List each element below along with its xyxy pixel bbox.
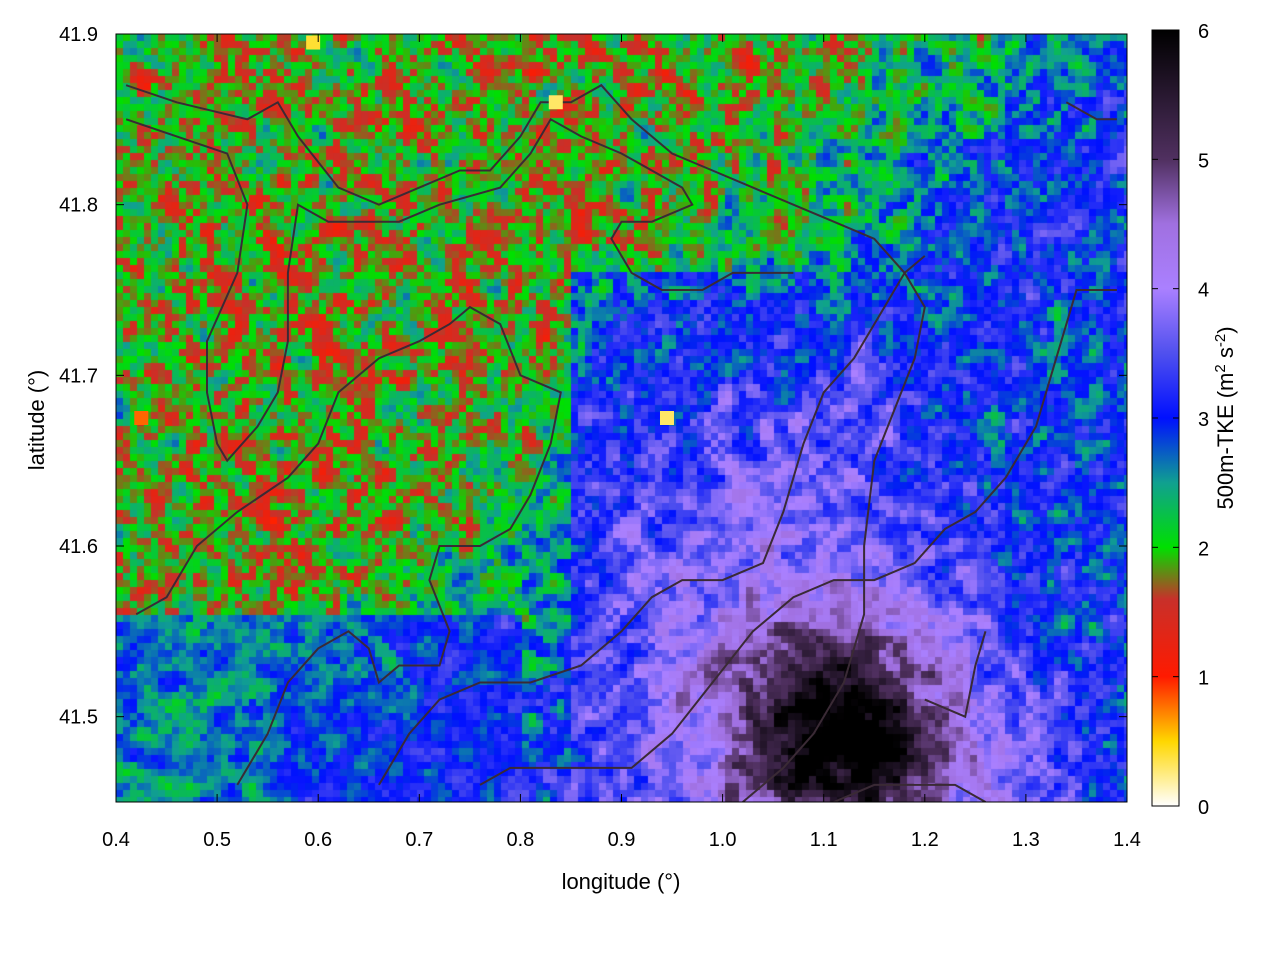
- x-tick-label: 0.9: [608, 829, 636, 851]
- contour-line-7: [924, 631, 987, 719]
- colorbar-tick-label: 1: [1198, 668, 1209, 690]
- x-tick-label: 0.4: [102, 829, 130, 851]
- hotspot-4: [134, 411, 149, 425]
- colorbar-tick-label: 2: [1198, 538, 1209, 560]
- x-axis-ticks: 0.4 0.5 0.6 0.7 0.8 0.9 1.0 1.1 1.2 1.3 1.4: [102, 34, 1141, 851]
- colorbar-tick-label: 5: [1198, 150, 1209, 172]
- contour-line-1: [125, 83, 926, 802]
- x-tick-label: 1.1: [810, 829, 838, 851]
- colorbar-label: 500m-TKE (m2 s-2): [1212, 326, 1238, 509]
- x-tick-label: 1.3: [1012, 829, 1040, 851]
- y-axis-ticks: 41.5 41.6 41.7 41.8 41.9: [59, 24, 1127, 729]
- contour-line-4: [378, 255, 926, 786]
- y-tick-label: 41.7: [59, 365, 98, 387]
- contour-line-3: [135, 305, 562, 786]
- colorbar-tick-label: 3: [1198, 409, 1209, 431]
- y-tick-label: 41.8: [59, 195, 98, 217]
- y-tick-label: 41.5: [59, 707, 98, 729]
- x-tick-label: 1.0: [709, 829, 737, 851]
- heatmap-field: [116, 34, 1127, 802]
- contour-line-5: [479, 289, 1117, 786]
- hotspot-3: [659, 411, 674, 425]
- colorbar-tick-label: 4: [1198, 280, 1209, 302]
- colorbar-ticks: 0 1 2 3 4 5 6: [1152, 21, 1209, 819]
- x-tick-label: 0.8: [506, 829, 534, 851]
- x-tick-label: 0.5: [203, 829, 231, 851]
- hotspot-1: [306, 35, 321, 50]
- contour-line-6: [833, 783, 986, 802]
- y-axis-label: latitude (°): [24, 370, 49, 471]
- colorbar-tick-label: 6: [1198, 21, 1209, 43]
- x-tick-label: 1.4: [1113, 829, 1141, 851]
- colorbar-tick-label: 0: [1198, 797, 1209, 819]
- heatmap-image: [116, 34, 1127, 802]
- y-tick-label: 41.6: [59, 536, 98, 558]
- x-tick-label: 0.6: [304, 829, 332, 851]
- contour-lines: [125, 83, 1117, 802]
- x-axis-label: longitude (°): [562, 869, 681, 894]
- y-tick-label: 41.9: [59, 24, 98, 46]
- x-tick-label: 0.7: [405, 829, 433, 851]
- x-tick-label: 1.2: [911, 829, 939, 851]
- contour-line-2: [125, 117, 794, 463]
- hotspots: [134, 35, 674, 425]
- hotspot-2: [548, 95, 563, 110]
- contour-line-8: [1065, 101, 1117, 121]
